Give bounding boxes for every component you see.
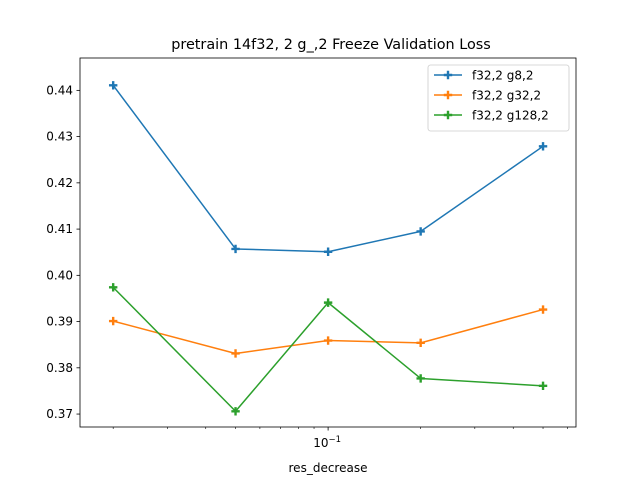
legend-label-0: f32,2 g8,2 [472,69,533,83]
data-point-s0-4 [538,142,548,151]
axes: 0.37 0.38 0.39 0.40 0.41 0.42 0.43 0.44 10−1 [46,57,577,450]
data-point-s0-3 [416,227,425,236]
legend-marker-0 [443,70,453,80]
legend-marker-1 [443,90,453,100]
y-tick-label: 0.38 [46,361,73,375]
legend-marker-2 [443,110,453,120]
legend: f32,2 g8,2 f32,2 g32,2 f32,2 g128,2 [427,64,570,132]
y-tick-label: 0.37 [46,407,73,421]
y-tick-label: 0.43 [46,130,73,144]
x-axis-label: res_decrease [289,461,368,475]
data-point-s2-3 [416,374,425,383]
y-tick-label: 0.42 [46,176,73,190]
y-tick-label: 0.44 [46,83,73,97]
data-point-s1-2 [323,336,333,345]
data-point-s0-0 [108,81,118,90]
plot-area [108,81,548,416]
data-point-s1-4 [538,305,548,314]
legend-label-1: f32,2 g32,2 [472,89,541,103]
data-point-s2-4 [538,381,548,391]
legend-label-2: f32,2 g128,2 [472,109,549,123]
y-tick-label: 0.40 [46,268,73,282]
data-point-s2-0 [108,283,118,292]
data-point-s1-0 [108,316,118,326]
data-point-s0-1 [231,244,240,254]
x-tick-label: 10−1 [313,435,341,450]
data-point-s2-1 [231,407,240,416]
y-tick-label: 0.39 [46,315,73,329]
y-tick-label: 0.41 [46,222,73,236]
data-point-s1-3 [416,338,425,348]
legend-box [427,64,570,132]
chart-title: pretrain 14f32, 2 g_,2 Freeze Validation… [171,37,491,53]
data-point-s2-2 [323,298,333,307]
data-point-s0-2 [323,247,333,256]
data-point-s1-1 [231,349,240,358]
